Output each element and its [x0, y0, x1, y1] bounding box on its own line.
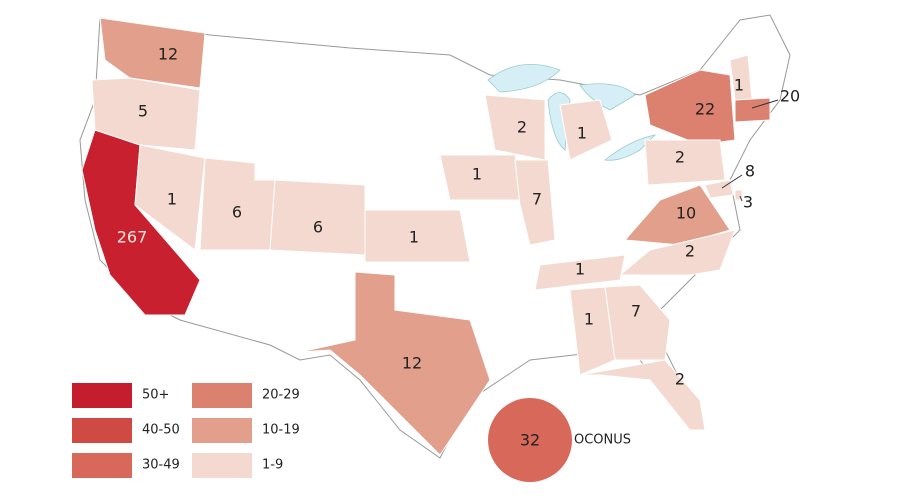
oconus-bubble [488, 398, 572, 482]
state [604, 284, 671, 361]
state-value: 6 [313, 218, 323, 237]
state [579, 359, 706, 431]
state [364, 209, 471, 263]
state [91, 77, 201, 151]
regions: 267 12 5 1 6 6 1 12 1 7 2 1 22 1 20 2 10 2 1 1 7 2 8 3 32 OCONUS [81, 17, 800, 482]
legend-swatch [72, 453, 132, 478]
leader-line [739, 195, 743, 202]
state [534, 254, 626, 291]
legend-swatch [192, 383, 252, 408]
state-value: 3 [743, 193, 753, 212]
state [623, 184, 731, 246]
legend: 50+ 40-50 30-49 20-29 10-19 1-9 [72, 383, 300, 478]
legend-swatch [192, 418, 252, 443]
leader-line [721, 174, 743, 189]
state-value: 20 [780, 87, 800, 106]
state-value: 5 [138, 102, 148, 121]
state [644, 69, 736, 146]
state [134, 144, 206, 251]
leader-line [751, 99, 779, 109]
state [704, 179, 734, 199]
legend-swatch [72, 418, 132, 443]
state [439, 154, 526, 201]
state [559, 99, 613, 161]
state [484, 94, 546, 161]
state [99, 17, 206, 89]
state-value: 267 [117, 228, 148, 247]
state [299, 271, 491, 456]
state-value: 1 [472, 165, 482, 184]
legend-label: 10-19 [262, 423, 300, 438]
state-value: 2 [685, 242, 695, 261]
state-value: 1 [577, 124, 587, 143]
state-value: 2 [517, 118, 527, 137]
state [618, 229, 736, 276]
oconus-value: 32 [520, 431, 540, 450]
state-value: 2 [675, 370, 685, 389]
legend-swatch [192, 453, 252, 478]
legend-swatch [72, 383, 132, 408]
state-value: 10 [676, 204, 696, 223]
state-value: 22 [695, 100, 715, 119]
state-value: 1 [575, 260, 585, 279]
legend-label: 40-50 [142, 423, 180, 438]
legend-label: 1-9 [262, 458, 283, 473]
state-value: 8 [745, 162, 755, 181]
state-value: 2 [675, 148, 685, 167]
legend-label: 50+ [142, 388, 169, 403]
state [644, 139, 726, 186]
state-value: 1 [584, 310, 594, 329]
state-value: 1 [167, 190, 177, 209]
state-value: 1 [409, 228, 419, 247]
state [734, 97, 771, 123]
legend-label: 20-29 [262, 388, 300, 403]
legend-label: 30-49 [142, 458, 180, 473]
oconus-label: OCONUS [574, 433, 631, 448]
state-value: 12 [158, 45, 178, 64]
state-value: 7 [631, 302, 641, 321]
state-value: 6 [232, 203, 242, 222]
state-value: 1 [734, 76, 744, 95]
state-value: 7 [532, 190, 542, 209]
state-value: 12 [402, 354, 422, 373]
